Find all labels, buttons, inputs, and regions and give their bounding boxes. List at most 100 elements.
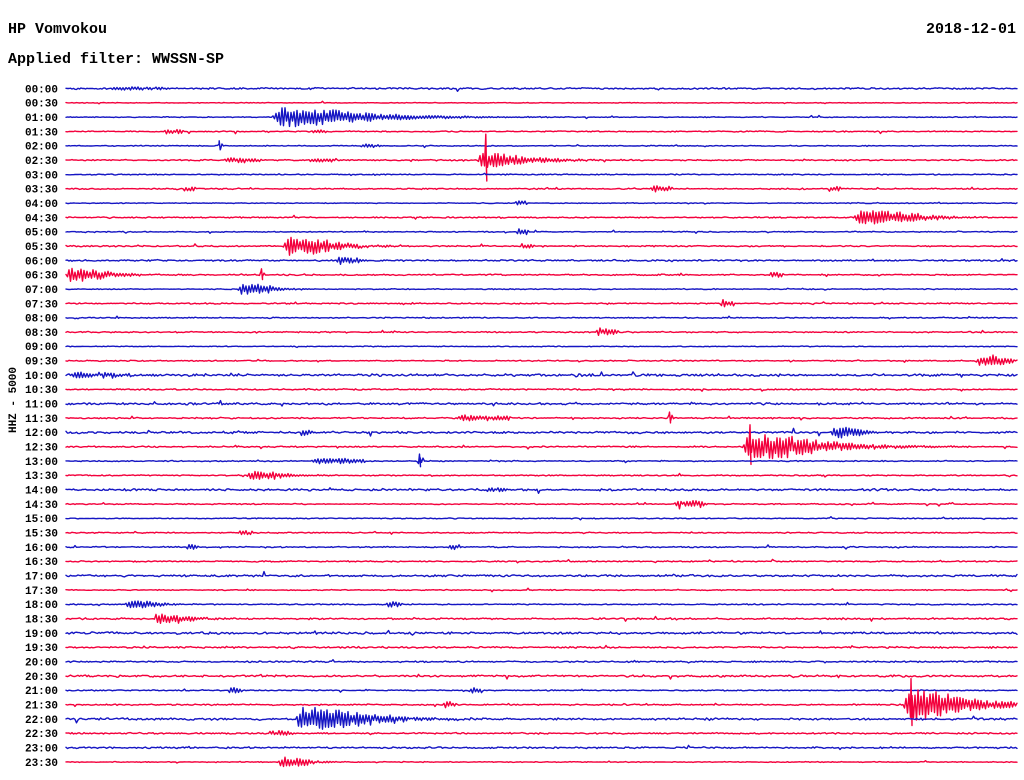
- trace-row: [65, 388, 1018, 392]
- trace-row: [65, 453, 1018, 468]
- time-label: 09:30: [25, 357, 58, 369]
- time-label: 05:30: [25, 242, 58, 254]
- trace-row: [65, 267, 1018, 282]
- time-label: 18:00: [25, 600, 58, 612]
- trace-row: [65, 600, 1018, 609]
- time-label: 17:00: [25, 572, 58, 584]
- trace-row: [65, 128, 1018, 135]
- trace-row: [65, 172, 1018, 177]
- trace-row: [65, 354, 1018, 366]
- trace-row: [65, 299, 1018, 308]
- time-label: 10:30: [25, 385, 58, 397]
- time-label: 16:30: [25, 557, 58, 569]
- trace-row: [65, 530, 1018, 536]
- time-label: 12:30: [25, 443, 58, 455]
- trace-row: [65, 100, 1018, 105]
- trace-row: [65, 706, 1018, 730]
- trace-row: [65, 756, 1018, 768]
- time-label: 08:30: [25, 328, 58, 340]
- trace-row: [65, 426, 1018, 439]
- trace-row: [65, 678, 1018, 727]
- time-label: 04:30: [25, 213, 58, 225]
- trace-row: [65, 558, 1018, 564]
- trace-row: [65, 587, 1018, 593]
- time-label: 14:30: [25, 500, 58, 512]
- trace-row: [65, 283, 1018, 295]
- trace-row: [65, 185, 1018, 193]
- trace-row: [65, 133, 1018, 182]
- trace-row: [65, 327, 1018, 336]
- trace-row: [65, 544, 1018, 551]
- time-label: 06:30: [25, 271, 58, 283]
- time-label: 01:00: [25, 113, 58, 125]
- trace-row: [65, 210, 1018, 225]
- time-label: 22:00: [25, 715, 58, 727]
- time-label: 09:00: [25, 342, 58, 354]
- time-label: 20:00: [25, 658, 58, 670]
- trace-row: [65, 140, 1018, 151]
- time-label: 23:30: [25, 758, 58, 770]
- time-label: 02:00: [25, 142, 58, 154]
- trace-row: [65, 399, 1018, 407]
- time-label: 03:00: [25, 170, 58, 182]
- trace-row: [65, 345, 1018, 349]
- trace-row: [65, 516, 1018, 521]
- trace-row: [65, 730, 1018, 736]
- trace-row: [65, 744, 1018, 751]
- time-label: 07:30: [25, 299, 58, 311]
- time-label: 00:00: [25, 84, 58, 96]
- time-label: 07:00: [25, 285, 58, 297]
- time-label: 06:00: [25, 256, 58, 268]
- trace-row: [65, 487, 1018, 494]
- time-label: 12:00: [25, 428, 58, 440]
- trace-row: [65, 424, 1018, 466]
- time-label: 16:00: [25, 543, 58, 555]
- time-label: 11:30: [25, 414, 58, 426]
- time-label: 00:30: [25, 99, 58, 111]
- trace-row: [65, 470, 1018, 480]
- trace-row: [65, 200, 1018, 206]
- trace-row: [65, 644, 1018, 650]
- date-label: 2018-12-01: [925, 21, 1016, 38]
- time-label: 11:00: [25, 400, 58, 412]
- trace-row: [65, 687, 1018, 694]
- trace-row: [65, 500, 1018, 510]
- time-label: 18:30: [25, 615, 58, 627]
- time-label: 22:30: [25, 729, 58, 741]
- trace-row: [65, 659, 1018, 664]
- trace-row: [65, 673, 1018, 680]
- station-name: HP Vomvokou: [8, 21, 108, 38]
- time-label: 03:30: [25, 185, 58, 197]
- time-label: 19:00: [25, 629, 58, 641]
- time-label: 17:30: [25, 586, 58, 598]
- trace-row: [65, 570, 1018, 578]
- trace-row: [65, 236, 1018, 256]
- time-label: 19:30: [25, 643, 58, 655]
- time-label: 10:00: [25, 371, 58, 383]
- time-label: 20:30: [25, 672, 58, 684]
- time-label: 21:30: [25, 700, 58, 712]
- trace-row: [65, 629, 1018, 636]
- time-label: 05:00: [25, 228, 58, 240]
- time-label: 08:00: [25, 314, 58, 326]
- trace-row: [65, 613, 1018, 624]
- time-label: 04:00: [25, 199, 58, 211]
- time-label: 23:00: [25, 743, 58, 755]
- trace-row: [65, 256, 1018, 265]
- trace-row: [65, 315, 1018, 320]
- time-label: 21:00: [25, 686, 58, 698]
- trace-row: [65, 107, 1018, 128]
- time-label: 02:30: [25, 156, 58, 168]
- trace-row: [65, 411, 1018, 424]
- time-label: 13:00: [25, 457, 58, 469]
- time-label: 15:00: [25, 514, 58, 526]
- time-label: 01:30: [25, 127, 58, 139]
- trace-row: [65, 371, 1018, 379]
- trace-row: [65, 228, 1018, 236]
- trace-row: [65, 86, 1018, 93]
- time-label: 13:30: [25, 471, 58, 483]
- time-label: 15:30: [25, 529, 58, 541]
- filter-label: Applied filter: WWSSN-SP: [8, 51, 225, 68]
